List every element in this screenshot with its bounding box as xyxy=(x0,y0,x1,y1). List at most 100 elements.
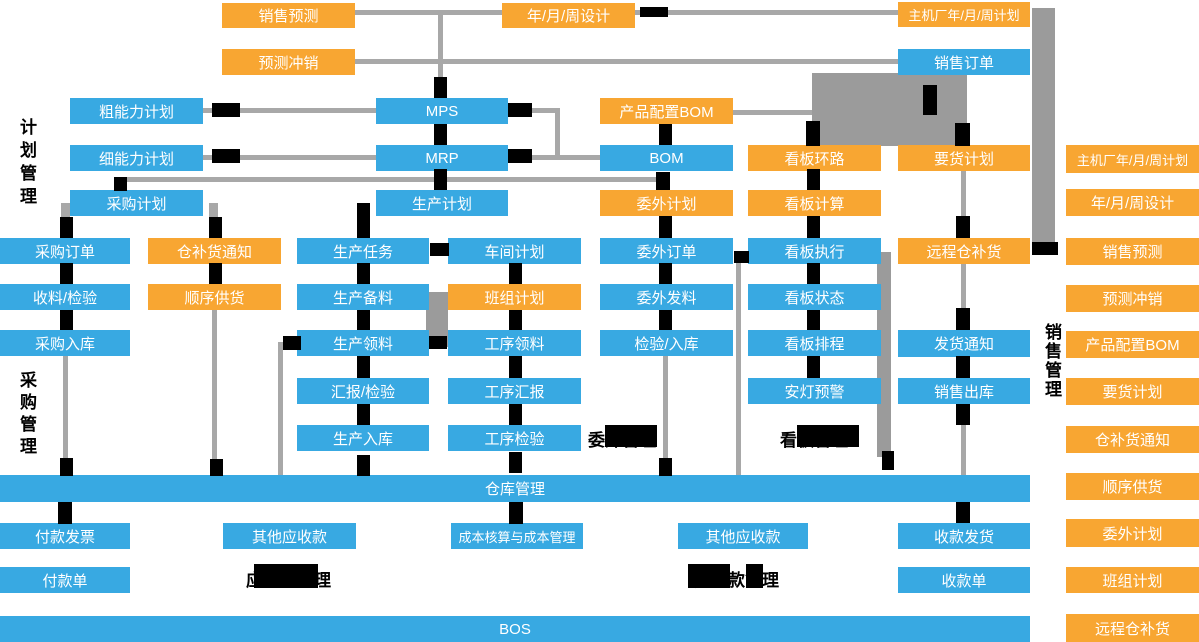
flow-node-label: 看板计算 xyxy=(784,195,845,213)
flow-node-label: MRP xyxy=(425,149,459,167)
flow-node-label: 预测冲销 xyxy=(1102,291,1163,308)
flow-node: 委外计划 xyxy=(600,190,733,216)
flow-node: 发货通知 xyxy=(898,330,1030,357)
redaction-bar xyxy=(797,425,859,447)
connector-line xyxy=(961,263,966,310)
arrow-mark xyxy=(659,216,672,238)
flow-node: 仓补货通知 xyxy=(1066,426,1199,453)
flow-node: 主机厂年/月/周计划 xyxy=(898,2,1030,27)
group-label: 销售管理 xyxy=(1042,323,1061,399)
flow-node: 其他应收款 xyxy=(678,523,808,549)
arrow-mark xyxy=(60,263,73,284)
arrow-mark xyxy=(659,458,672,476)
arrow-mark xyxy=(1032,242,1058,255)
arrow-mark xyxy=(956,216,970,238)
arrow-mark xyxy=(509,356,522,378)
flow-node: 收款单 xyxy=(898,567,1030,593)
flow-node-label: 班组计划 xyxy=(1102,572,1163,590)
flow-node-label: 仓库管理 xyxy=(484,481,545,498)
flow-node: 销售订单 xyxy=(898,49,1030,75)
flow-node: 预测冲销 xyxy=(1066,285,1199,312)
arrow-mark xyxy=(58,502,72,524)
connector-line xyxy=(354,59,898,64)
flow-node: 安灯预警 xyxy=(748,378,881,404)
flow-node: 汇报/检验 xyxy=(297,378,429,404)
flow-node-label: 成本核算与成本管理 xyxy=(458,529,576,545)
flow-node: 采购订单 xyxy=(0,238,130,264)
flow-node: 车间计划 xyxy=(448,238,581,264)
connector-line xyxy=(438,12,443,98)
arrow-mark xyxy=(509,452,522,473)
flow-node: 看板环路 xyxy=(748,145,881,171)
arrow-mark xyxy=(430,243,449,256)
flow-node-label: 付款发票 xyxy=(34,528,95,546)
arrow-mark xyxy=(357,455,370,476)
flow-node-label: 粗能力计划 xyxy=(98,103,174,121)
flow-node-label: 采购订单 xyxy=(34,243,95,261)
arrow-mark xyxy=(956,502,970,523)
arrow-mark xyxy=(806,121,820,146)
flow-node: 看板执行 xyxy=(748,238,881,264)
flow-node-label: 看板排程 xyxy=(784,335,845,353)
arrow-mark xyxy=(357,203,370,238)
flow-node-label: 产品配置BOM xyxy=(1085,337,1180,354)
flow-node-label: 检验/入库 xyxy=(634,335,699,353)
flow-node: 仓补货通知 xyxy=(148,238,281,264)
flow-node: 细能力计划 xyxy=(70,145,203,171)
connector-block xyxy=(1032,8,1055,246)
flow-node: 委外订单 xyxy=(600,238,733,264)
flow-node: MPS xyxy=(376,98,508,124)
arrow-mark xyxy=(429,336,447,349)
connector-line xyxy=(278,344,283,475)
arrow-mark xyxy=(60,310,73,330)
flow-node: 粗能力计划 xyxy=(70,98,203,124)
arrow-mark xyxy=(434,169,447,190)
arrow-mark xyxy=(659,310,672,330)
connector-line xyxy=(532,155,600,160)
flow-node: 班组计划 xyxy=(448,284,581,310)
flow-node: 年/月/周设计 xyxy=(502,3,635,28)
connector-line xyxy=(635,10,898,15)
flow-node-label: 其他应收款 xyxy=(251,528,327,546)
flow-node: 生产任务 xyxy=(297,238,429,264)
flow-node: 生产备料 xyxy=(297,284,429,310)
flow-node: 委外发料 xyxy=(600,284,733,310)
flow-node-label: 主机厂年/月/周计划 xyxy=(908,8,1020,23)
flow-node-label: 委外计划 xyxy=(1102,525,1163,543)
flow-node: 看板状态 xyxy=(748,284,881,310)
flow-node-label: 生产计划 xyxy=(411,195,472,213)
arrow-mark xyxy=(656,172,670,190)
flow-node-label: 销售预测 xyxy=(1102,244,1163,261)
arrow-mark xyxy=(882,451,894,470)
arrow-mark xyxy=(807,263,820,284)
flow-node: BOS xyxy=(0,616,1030,642)
connector-line xyxy=(61,203,70,219)
flow-node-label: 收款单 xyxy=(941,572,987,590)
flow-node-label: 工序领料 xyxy=(484,335,545,353)
flow-node-label: 细能力计划 xyxy=(98,150,174,168)
arrow-mark xyxy=(956,404,970,425)
flow-node-label: 安灯预警 xyxy=(784,383,845,401)
arrow-mark xyxy=(434,124,447,145)
flow-node-label: 收料/检验 xyxy=(32,289,98,307)
flow-node-label: 销售订单 xyxy=(933,54,994,72)
arrow-mark xyxy=(956,308,970,330)
flow-node: 工序领料 xyxy=(448,330,581,356)
arrow-mark xyxy=(508,103,532,117)
flow-node-label: 看板状态 xyxy=(784,289,845,307)
flow-node: 顺序供货 xyxy=(1066,473,1199,500)
arrow-mark xyxy=(209,263,222,284)
flow-node-label: 委外计划 xyxy=(636,195,697,213)
flow-node-label: 看板执行 xyxy=(784,243,845,261)
flow-node-label: 生产领料 xyxy=(332,335,393,353)
arrow-mark xyxy=(114,177,127,191)
arrow-mark xyxy=(434,77,447,98)
connector-line xyxy=(961,171,966,218)
flow-node: 销售预测 xyxy=(1066,238,1199,265)
arrow-mark xyxy=(60,217,73,238)
connector-line xyxy=(663,356,668,459)
flow-node-label: 工序检验 xyxy=(484,430,545,448)
arrow-mark xyxy=(209,217,222,238)
flow-node: 工序检验 xyxy=(448,425,581,451)
connector-block xyxy=(812,73,967,146)
